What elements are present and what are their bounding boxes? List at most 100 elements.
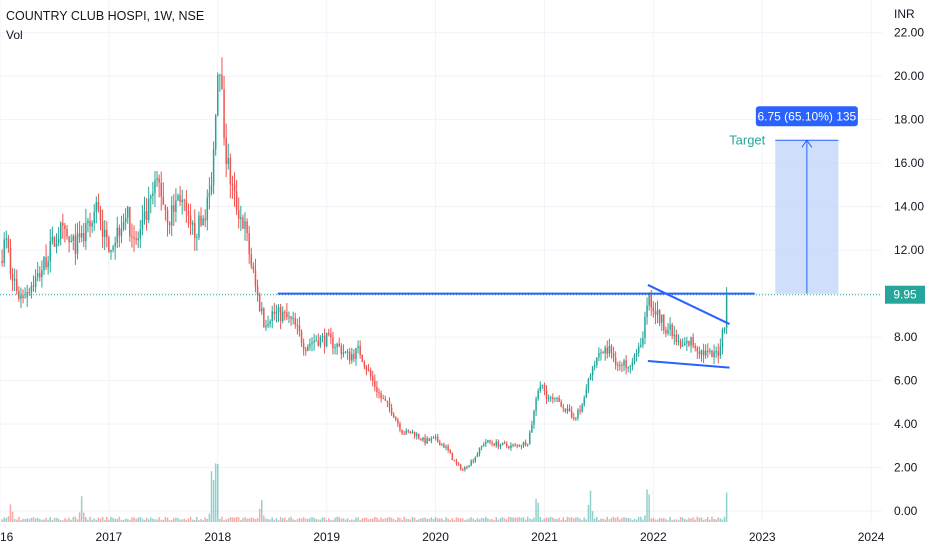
candle-body (631, 362, 634, 366)
volume-bar (34, 518, 37, 522)
volume-bar (451, 518, 454, 522)
volume-bar (126, 519, 129, 522)
candle-body (307, 346, 309, 351)
volume-bar (717, 517, 719, 522)
volume-bar (254, 519, 257, 522)
volume-bar (577, 517, 579, 522)
measure-label-box (755, 106, 858, 127)
volume-bar (501, 517, 504, 522)
volume-bar (294, 520, 297, 522)
volume-bar (616, 516, 619, 522)
candle-body (547, 397, 550, 399)
volume-bar (593, 518, 596, 522)
candle-body (583, 397, 585, 405)
volume-bar (399, 517, 401, 522)
volume-bar (376, 517, 378, 522)
candle-body (126, 206, 129, 218)
candle-body (143, 211, 146, 220)
candle-body (457, 463, 460, 465)
volume-bar (390, 517, 393, 522)
volume-bar (221, 516, 223, 522)
candle-body (644, 316, 646, 339)
volume-bar (629, 518, 632, 522)
candle-body (47, 261, 49, 268)
volume-bar (709, 519, 711, 522)
candle-body (315, 340, 317, 342)
volume-bar (150, 517, 152, 522)
candle-body (587, 379, 590, 390)
candle-body (183, 199, 186, 201)
candle-body (261, 308, 263, 311)
volume-bar (602, 518, 604, 522)
volume-bar (189, 516, 192, 522)
candle-body (725, 294, 728, 328)
candle-body (671, 324, 673, 337)
candle-body (610, 345, 613, 353)
candle-body (690, 337, 692, 346)
volume-bar (533, 517, 535, 522)
candle-body (170, 205, 173, 226)
volume-bar (91, 519, 93, 522)
volume-bar (166, 517, 169, 522)
volume-bar (679, 516, 682, 522)
volume-bar (438, 518, 441, 522)
candle-body (191, 223, 194, 225)
candle-body (334, 347, 336, 349)
volume-bar (147, 519, 150, 522)
candle-body (704, 350, 707, 356)
volume-bar (482, 518, 485, 522)
candle-body (679, 340, 682, 347)
volume-bar (120, 519, 123, 522)
volume-bar (319, 519, 322, 522)
volume-bar (83, 512, 85, 522)
candle-body (642, 338, 644, 345)
candle-body (508, 446, 510, 449)
candle-body (185, 200, 188, 211)
volume-bar (604, 519, 606, 522)
price-axis[interactable]: INR22.0020.0018.0016.0014.0012.0010.008.… (885, 7, 925, 518)
candle-body (64, 225, 66, 229)
volume-bar (246, 518, 248, 522)
candle-body (351, 354, 353, 361)
volume-bar (640, 516, 642, 522)
x-tick-label: 2020 (422, 530, 449, 544)
volume-bar (522, 517, 525, 522)
volume-bar (353, 519, 355, 522)
candle-body (554, 398, 556, 400)
volume-bar (518, 517, 521, 522)
candle-body (637, 346, 640, 353)
volume-bar (292, 519, 294, 522)
volume-bar (694, 519, 696, 522)
volume-bar (252, 517, 255, 522)
candle-body (388, 401, 391, 408)
volume-bar (411, 516, 414, 522)
candle-body (99, 209, 102, 221)
candle-body (499, 444, 502, 447)
candle-body (336, 343, 338, 348)
volume-bar (409, 519, 412, 522)
time-axis[interactable]: 2016 2017 2018 2019 2020 2021 2022 2023 2024 (0, 530, 885, 544)
volume-bar (445, 517, 447, 522)
candle-body (702, 350, 705, 356)
candle-body (598, 352, 600, 358)
volume-bar (162, 519, 165, 522)
volume-bar (585, 519, 588, 522)
volume-bar (470, 517, 472, 522)
candle-body (413, 432, 416, 437)
candle-body (175, 200, 177, 212)
candle-body (147, 199, 150, 221)
candle-body (139, 229, 142, 239)
volume-bar (395, 520, 397, 522)
candle-body (700, 350, 703, 355)
candle-body (698, 351, 701, 355)
volume-bar (279, 516, 282, 522)
volume-bar (206, 518, 209, 522)
candle-body (380, 393, 382, 399)
volume-bar (575, 517, 577, 522)
candle-body (717, 351, 719, 356)
candle-body (526, 444, 529, 446)
volume-bar (143, 519, 146, 522)
candle-body (359, 345, 361, 356)
candle-body (246, 221, 248, 234)
